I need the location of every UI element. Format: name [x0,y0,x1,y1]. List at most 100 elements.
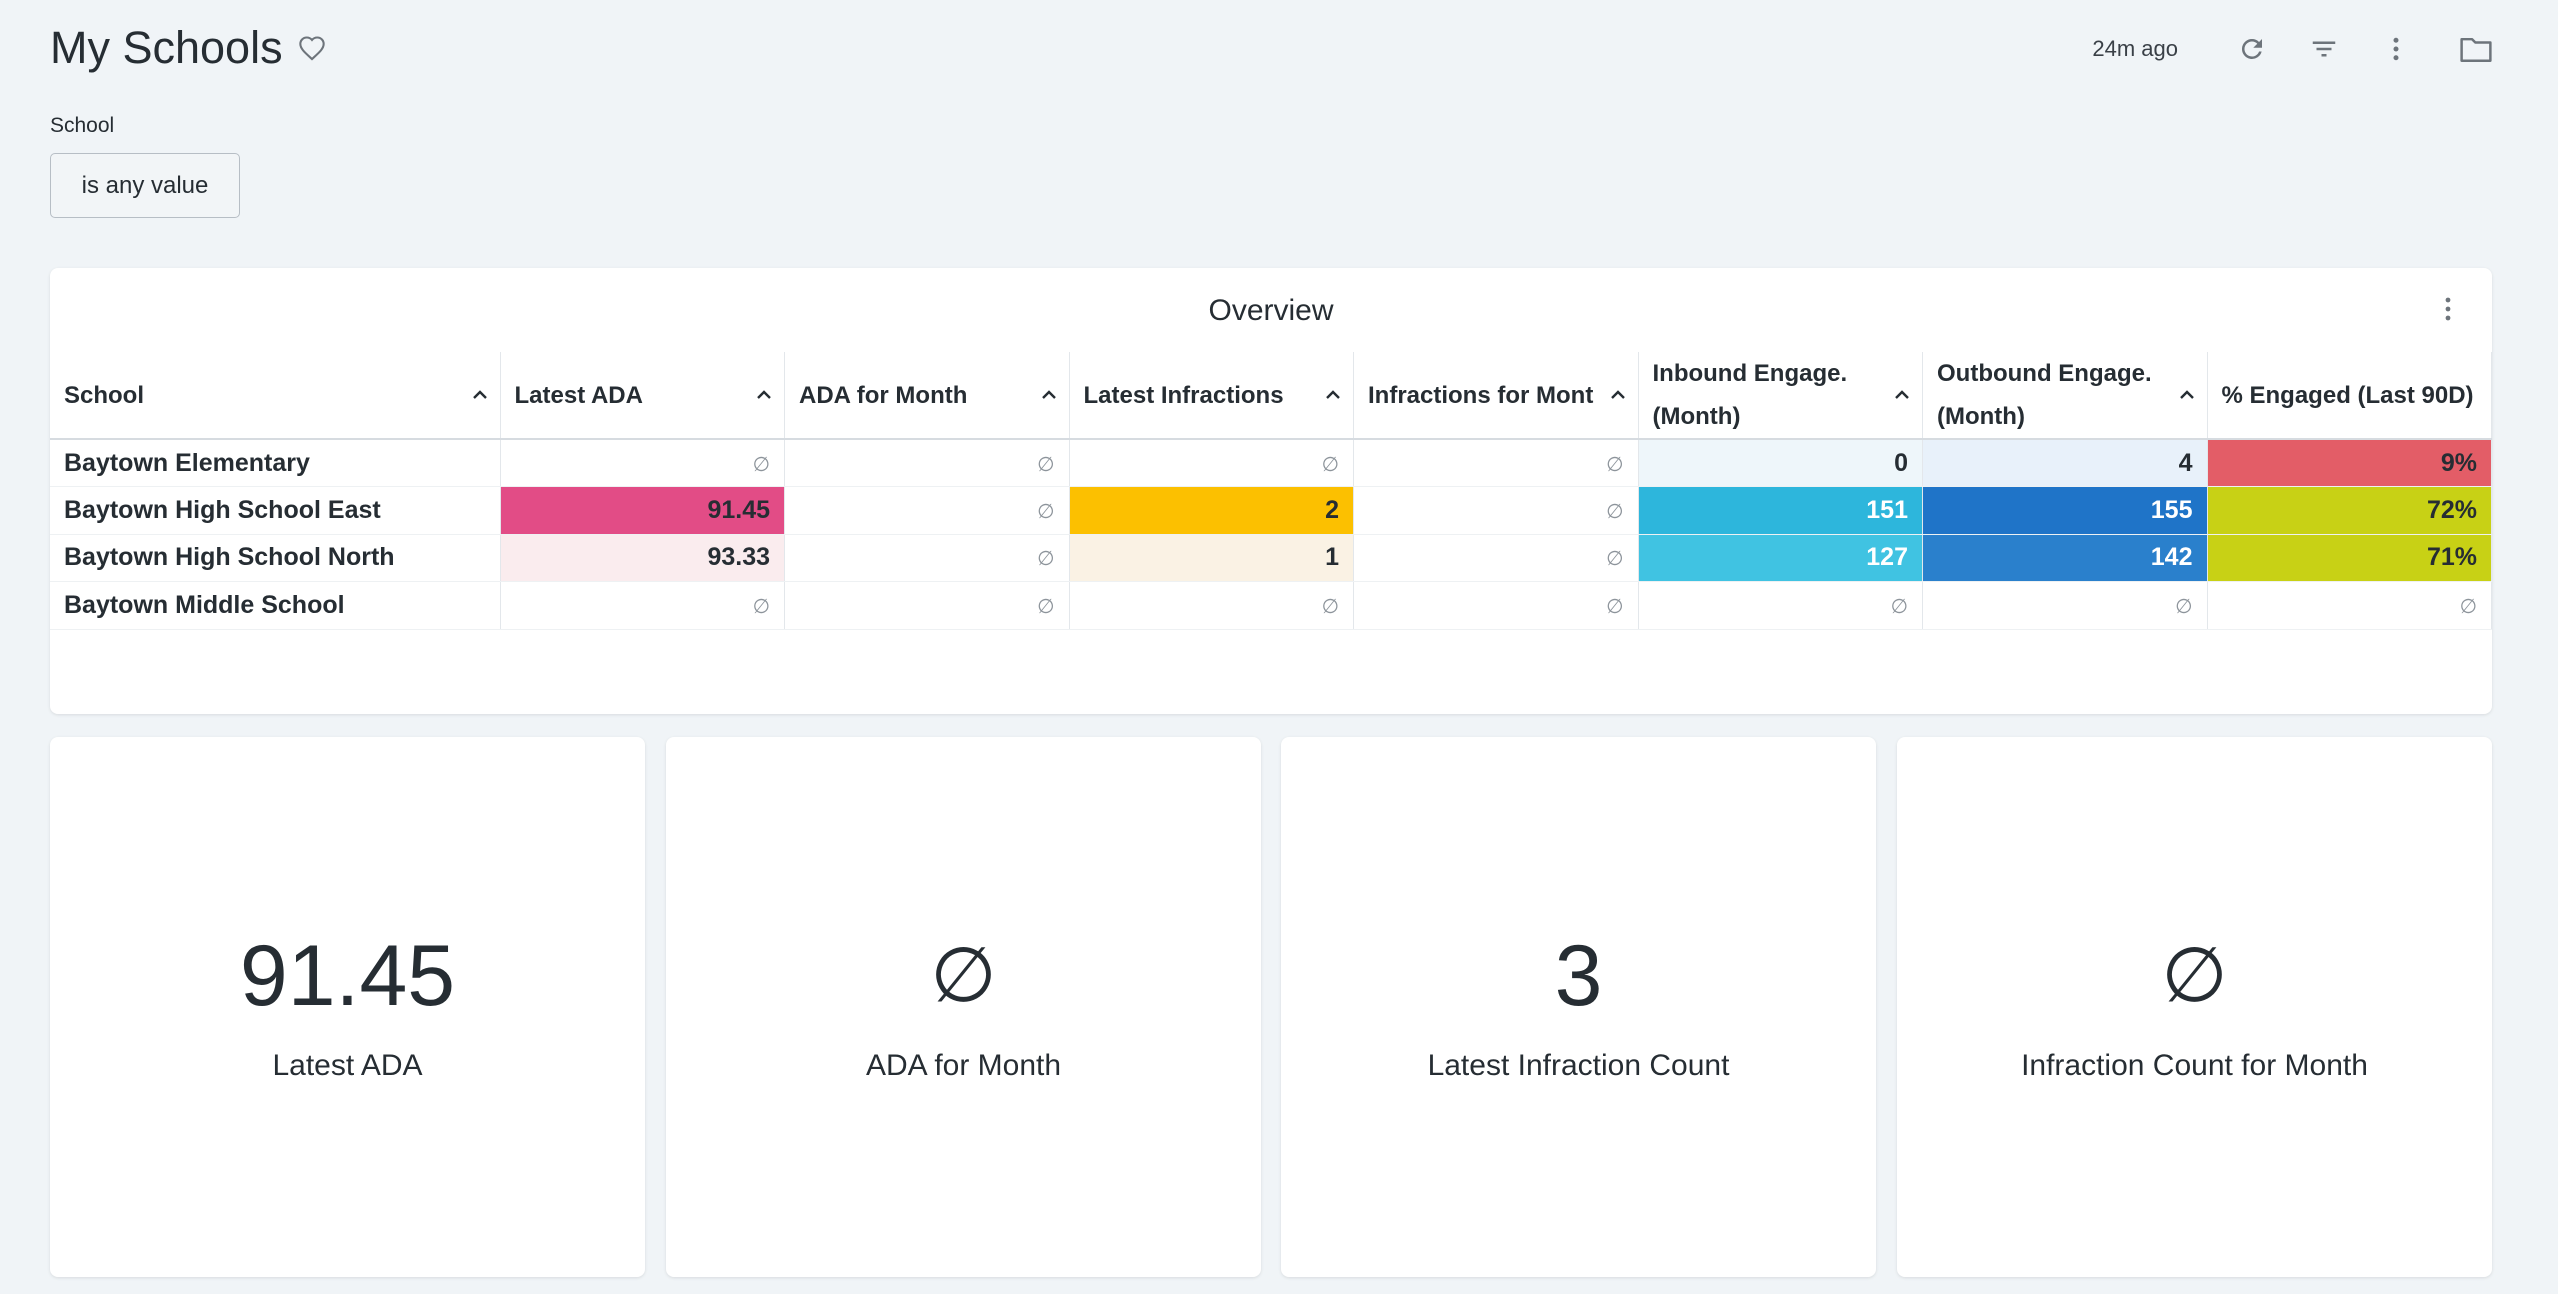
null-value-icon: ∅ [2459,595,2477,618]
table-cell-latest-infractions[interactable]: 2 [1069,486,1354,535]
column-header-inbound-engage[interactable]: Inbound Engage. (Month) [1638,352,1923,440]
last-updated-text: 24m ago [2092,36,2178,61]
school-name-cell[interactable]: Baytown Elementary [50,439,501,487]
null-value-icon: ∅ [930,933,997,1018]
null-value-icon: ∅ [1890,595,1908,618]
column-header-label: Infractions for Mont [1368,381,1594,409]
school-name-cell[interactable]: Baytown High School East [50,486,501,535]
null-value-icon: ∅ [1037,595,1055,618]
table-cell-engaged[interactable]: 71% [2207,534,2492,582]
table-cell-inbound[interactable]: 127 [1638,534,1923,582]
table-cell-latest-infractions[interactable]: ∅ [1069,439,1354,487]
null-value-icon: ∅ [2161,933,2228,1018]
kpi-label: ADA for Month [865,1049,1062,1082]
kpi-tile-ada-month: ∅ ADA for Month [666,737,1261,1277]
column-header-infractions-month[interactable]: Infractions for Mont [1353,352,1639,440]
table-cell-engaged[interactable]: 72% [2207,486,2492,535]
column-header-label: Latest ADA [514,381,643,409]
null-value-icon: ∅ [1321,453,1339,476]
table-cell-outbound[interactable]: 4 [1922,439,2208,487]
table-row[interactable]: Baytown Elementary ∅ ∅ ∅ ∅ 0 4 9% [50,439,2492,487]
school-name-cell[interactable]: Baytown High School North [50,534,501,582]
overview-title: Overview [1208,294,1334,327]
null-value-icon: ∅ [752,595,770,618]
refresh-icon[interactable] [2232,29,2272,69]
table-row[interactable]: Baytown Middle School ∅ ∅ ∅ ∅ ∅ ∅ ∅ [50,581,2492,630]
sort-up-icon[interactable] [1323,385,1343,405]
table-cell-inbound[interactable]: 151 [1638,486,1923,535]
column-header-label: ADA for Month [799,381,968,409]
null-value-icon: ∅ [2175,595,2193,618]
table-cell-infractions-month[interactable]: ∅ [1353,581,1639,630]
sort-up-icon[interactable] [754,385,774,405]
table-cell-latest-ada[interactable]: 91.45 [500,486,785,535]
table-cell-inbound[interactable]: 0 [1638,439,1923,487]
kpi-label: Infraction Count for Month [2021,1049,2368,1082]
kpi-tile-infraction-count-month: ∅ Infraction Count for Month [1897,737,2492,1277]
column-header-pct-engaged[interactable]: % Engaged (Last 90D) [2207,352,2492,440]
school-filter-label: School [50,114,115,137]
table-header-row: School Latest ADA ADA for Month Latest I… [50,352,2492,440]
page-title: My Schools [50,22,283,73]
column-header-ada-month[interactable]: ADA for Month [784,352,1070,440]
null-value-icon: ∅ [1037,500,1055,523]
table-cell-ada-month[interactable]: ∅ [784,486,1070,535]
dashboard-toolbar: 24m ago [2092,24,2496,74]
column-header-latest-ada[interactable]: Latest ADA [500,352,785,440]
dashboard-header: My Schools [50,18,327,78]
column-header-label: Latest Infractions [1083,381,1284,409]
school-name-cell[interactable]: Baytown Middle School [50,581,501,630]
table-cell-latest-ada[interactable]: 93.33 [500,534,785,582]
table-row[interactable]: Baytown High School North 93.33 ∅ 1 ∅ 127 142 7… [50,534,2492,582]
null-value-icon: ∅ [752,453,770,476]
table-cell-inbound[interactable]: ∅ [1638,581,1923,630]
sort-up-icon[interactable] [470,385,490,405]
null-value-icon: ∅ [1606,548,1624,571]
table-cell-infractions-month[interactable]: ∅ [1353,486,1639,535]
folder-icon[interactable] [2456,29,2496,69]
card-more-vert-icon[interactable] [2436,294,2460,324]
table-cell-outbound[interactable]: 142 [1922,534,2208,582]
table-cell-engaged[interactable]: ∅ [2207,581,2492,630]
kpi-tile-latest-ada: 91.45 Latest ADA [50,737,645,1277]
more-vert-icon[interactable] [2376,29,2416,69]
kpi-value: 3 [1554,928,1603,1024]
column-header-latest-infractions[interactable]: Latest Infractions [1069,352,1354,440]
table-cell-latest-ada[interactable]: ∅ [500,439,785,487]
table-cell-ada-month[interactable]: ∅ [784,581,1070,630]
table-cell-engaged[interactable]: 9% [2207,439,2492,487]
kpi-value: 91.45 [239,928,456,1024]
null-value-icon: ∅ [1606,453,1624,476]
column-header-label: School [64,381,145,409]
table-cell-infractions-month[interactable]: ∅ [1353,439,1639,487]
null-value-icon: ∅ [1037,453,1055,476]
sort-up-icon[interactable] [1892,385,1912,405]
table-cell-outbound[interactable]: ∅ [1922,581,2208,630]
kpi-label: Latest ADA [272,1049,423,1082]
table-cell-outbound[interactable]: 155 [1922,486,2208,535]
sort-up-icon[interactable] [1608,385,1628,405]
favorite-heart-icon[interactable] [297,33,327,63]
table-cell-latest-infractions[interactable]: ∅ [1069,581,1354,630]
null-value-icon: ∅ [1606,500,1624,523]
sort-up-icon[interactable] [2177,385,2197,405]
table-row[interactable]: Baytown High School East 91.45 ∅ 2 ∅ 151 155 72… [50,486,2492,535]
column-header-label: Inbound Engage. (Month) [1652,360,1848,430]
column-header-school[interactable]: School [50,352,501,440]
table-cell-ada-month[interactable]: ∅ [784,439,1070,487]
table-cell-infractions-month[interactable]: ∅ [1353,534,1639,582]
table-cell-ada-month[interactable]: ∅ [784,534,1070,582]
school-filter-button[interactable]: is any value [50,153,240,218]
null-value-icon: ∅ [1037,548,1055,571]
kpi-tile-latest-infraction-count: 3 Latest Infraction Count [1281,737,1876,1277]
column-header-label: Outbound Engage. (Month) [1937,360,2152,430]
null-value-icon: ∅ [1321,595,1339,618]
column-header-label: % Engaged (Last 90D) [2221,381,2474,409]
table-cell-latest-ada[interactable]: ∅ [500,581,785,630]
overview-table: School Latest ADA ADA for Month Latest I… [50,352,2492,630]
table-cell-latest-infractions[interactable]: 1 [1069,534,1354,582]
filter-icon[interactable] [2304,29,2344,69]
overview-card: Overview School Latest ADA ADA for Month… [50,268,2492,714]
column-header-outbound-engage[interactable]: Outbound Engage. (Month) [1922,352,2208,440]
sort-up-icon[interactable] [1039,385,1059,405]
